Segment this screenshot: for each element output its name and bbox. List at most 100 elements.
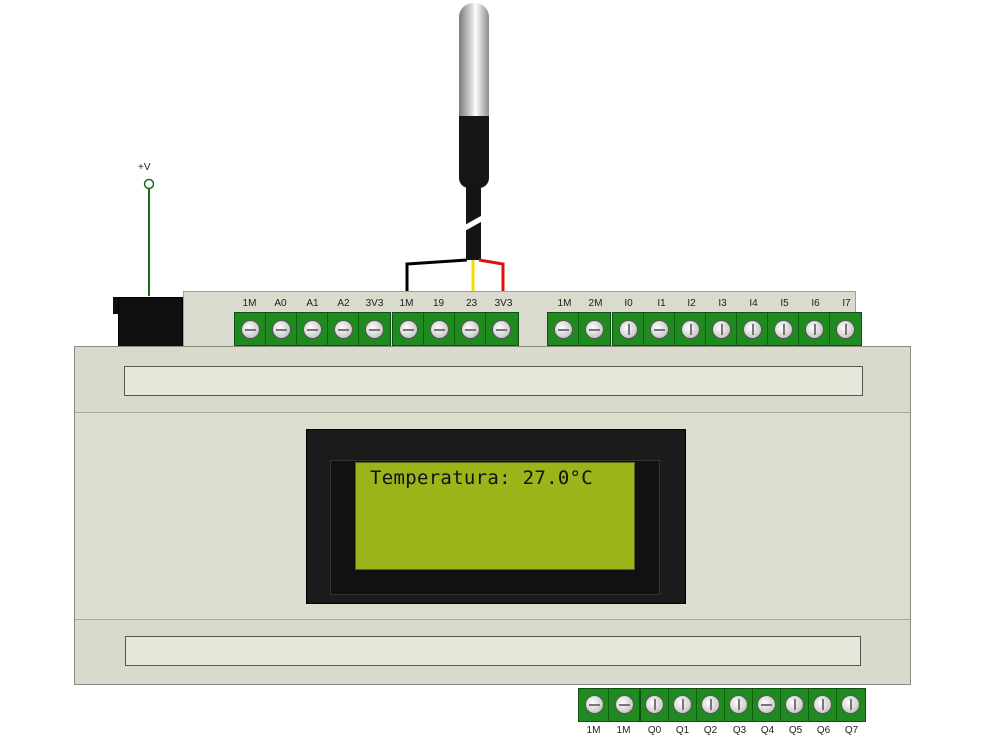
terminal-i5[interactable] bbox=[768, 313, 799, 345]
terminal-label: I6 bbox=[811, 298, 820, 309]
terminal-i2[interactable] bbox=[675, 313, 706, 345]
terminal-1m[interactable] bbox=[393, 313, 424, 345]
terminal-a1[interactable] bbox=[297, 313, 328, 345]
terminal-i1[interactable] bbox=[644, 313, 675, 345]
screw-icon bbox=[585, 695, 604, 714]
screw-icon bbox=[757, 695, 776, 714]
terminal-label: 2M bbox=[588, 298, 603, 309]
module-bottom-band bbox=[75, 620, 910, 684]
terminal-a2[interactable] bbox=[328, 313, 359, 345]
terminal-label: I1 bbox=[657, 298, 666, 309]
screw-icon bbox=[813, 695, 832, 714]
terminal-i4[interactable] bbox=[737, 313, 768, 345]
terminal-block-sensor bbox=[392, 312, 519, 346]
terminal-label: 1M bbox=[557, 298, 572, 309]
screw-icon bbox=[712, 320, 731, 339]
terminal-label: 1M bbox=[616, 725, 631, 736]
terminal-q3[interactable] bbox=[725, 689, 753, 721]
screw-icon bbox=[841, 695, 860, 714]
terminal-a0[interactable] bbox=[266, 313, 297, 345]
screw-icon bbox=[365, 320, 384, 339]
terminal-3v3[interactable] bbox=[486, 313, 517, 345]
terminal-19[interactable] bbox=[424, 313, 455, 345]
screw-icon bbox=[492, 320, 511, 339]
terminal-block-inputs bbox=[612, 312, 862, 346]
terminal-i0[interactable] bbox=[613, 313, 644, 345]
screw-icon bbox=[461, 320, 480, 339]
wire-black bbox=[405, 258, 468, 296]
terminal-block-com bbox=[547, 312, 611, 346]
terminal-label: 1M bbox=[586, 725, 601, 736]
temperature-probe-tip[interactable] bbox=[459, 3, 489, 119]
terminal-label: I2 bbox=[687, 298, 696, 309]
terminal-label: 1M bbox=[242, 298, 257, 309]
terminal-1m[interactable] bbox=[235, 313, 266, 345]
screw-icon bbox=[585, 320, 604, 339]
top-label-slot bbox=[124, 366, 863, 396]
terminal-1m[interactable] bbox=[548, 313, 579, 345]
screw-icon bbox=[729, 695, 748, 714]
screw-icon bbox=[774, 320, 793, 339]
power-label: +V bbox=[138, 162, 151, 173]
bottom-label-slot bbox=[125, 636, 861, 666]
terminal-label: 19 bbox=[432, 298, 445, 309]
screw-icon bbox=[619, 320, 638, 339]
terminal-label: Q1 bbox=[675, 725, 690, 736]
terminal-label: 3V3 bbox=[365, 298, 384, 309]
terminal-3v3[interactable] bbox=[359, 313, 390, 345]
screw-icon bbox=[303, 320, 322, 339]
terminal-label: A2 bbox=[337, 298, 350, 309]
power-jack[interactable] bbox=[118, 297, 183, 348]
terminal-q1[interactable] bbox=[669, 689, 697, 721]
terminal-1m[interactable] bbox=[609, 689, 639, 721]
terminal-label: I0 bbox=[624, 298, 633, 309]
lcd-screen: Temperatura: 27.0°C bbox=[355, 462, 635, 570]
screw-icon bbox=[272, 320, 291, 339]
terminal-label: 23 bbox=[465, 298, 478, 309]
terminal-label: Q0 bbox=[647, 725, 662, 736]
terminal-label: Q5 bbox=[788, 725, 803, 736]
module-top-band bbox=[75, 347, 910, 413]
terminal-i3[interactable] bbox=[706, 313, 737, 345]
temperature-probe-body bbox=[459, 116, 489, 188]
terminal-i6[interactable] bbox=[799, 313, 830, 345]
screw-icon bbox=[673, 695, 692, 714]
terminal-label: A1 bbox=[306, 298, 319, 309]
terminal-label: I4 bbox=[749, 298, 758, 309]
terminal-2m[interactable] bbox=[579, 313, 610, 345]
screw-icon bbox=[701, 695, 720, 714]
terminal-q2[interactable] bbox=[697, 689, 725, 721]
screw-icon bbox=[743, 320, 762, 339]
screw-icon bbox=[241, 320, 260, 339]
terminal-q4[interactable] bbox=[753, 689, 781, 721]
screw-icon bbox=[805, 320, 824, 339]
terminal-label: Q4 bbox=[760, 725, 775, 736]
screw-icon bbox=[554, 320, 573, 339]
terminal-block-analog bbox=[234, 312, 391, 346]
screw-icon bbox=[836, 320, 855, 339]
terminal-label: I3 bbox=[718, 298, 727, 309]
power-terminal-icon[interactable] bbox=[143, 178, 155, 190]
terminal-label: Q6 bbox=[816, 725, 831, 736]
terminal-label: Q3 bbox=[732, 725, 747, 736]
terminal-q7[interactable] bbox=[837, 689, 865, 721]
terminal-q5[interactable] bbox=[781, 689, 809, 721]
screw-icon bbox=[650, 320, 669, 339]
screw-icon bbox=[334, 320, 353, 339]
terminal-label: A0 bbox=[274, 298, 287, 309]
terminal-label: Q2 bbox=[703, 725, 718, 736]
screw-icon bbox=[615, 695, 635, 714]
terminal-block-outputs bbox=[640, 688, 866, 722]
terminal-label: I5 bbox=[780, 298, 789, 309]
terminal-1m[interactable] bbox=[579, 689, 610, 721]
terminal-q6[interactable] bbox=[809, 689, 837, 721]
terminal-i7[interactable] bbox=[830, 313, 861, 345]
screw-icon bbox=[399, 320, 418, 339]
screw-icon bbox=[681, 320, 700, 339]
lcd-text: Temperatura: 27.0°C bbox=[370, 467, 594, 489]
terminal-23[interactable] bbox=[455, 313, 486, 345]
terminal-block-bottom-com bbox=[578, 688, 640, 722]
terminal-q0[interactable] bbox=[641, 689, 669, 721]
